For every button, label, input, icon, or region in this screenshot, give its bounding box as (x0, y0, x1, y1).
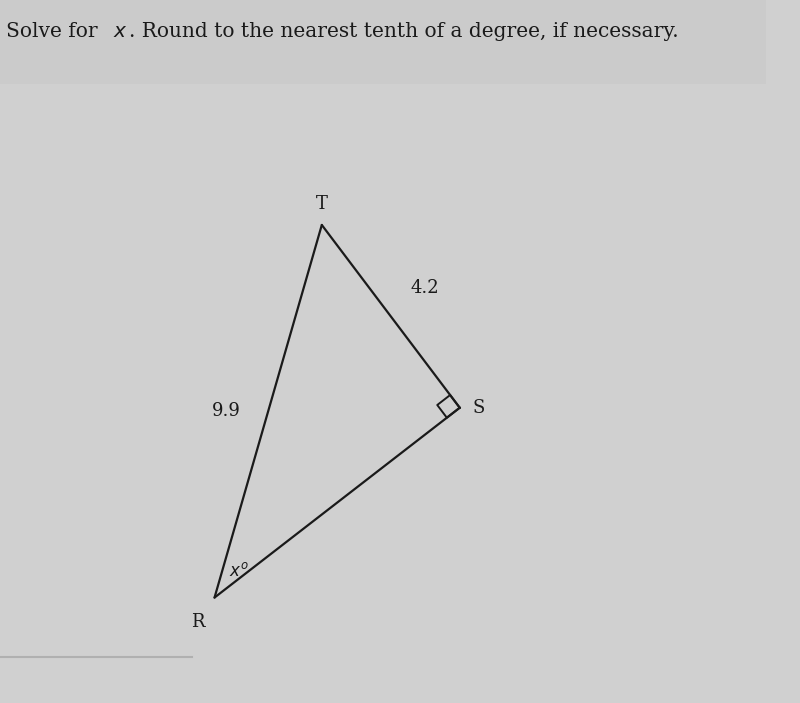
Text: $x$: $x$ (114, 22, 128, 41)
Text: . Round to the nearest tenth of a degree, if necessary.: . Round to the nearest tenth of a degree… (129, 22, 678, 41)
Text: $x^o$: $x^o$ (230, 562, 249, 580)
Text: T: T (316, 195, 328, 213)
Text: R: R (191, 613, 205, 631)
Text: 9.9: 9.9 (211, 402, 241, 420)
Text: Solve for: Solve for (6, 22, 104, 41)
Text: S: S (473, 399, 485, 417)
Text: 4.2: 4.2 (411, 279, 439, 297)
Bar (0, 0, 766, 84)
